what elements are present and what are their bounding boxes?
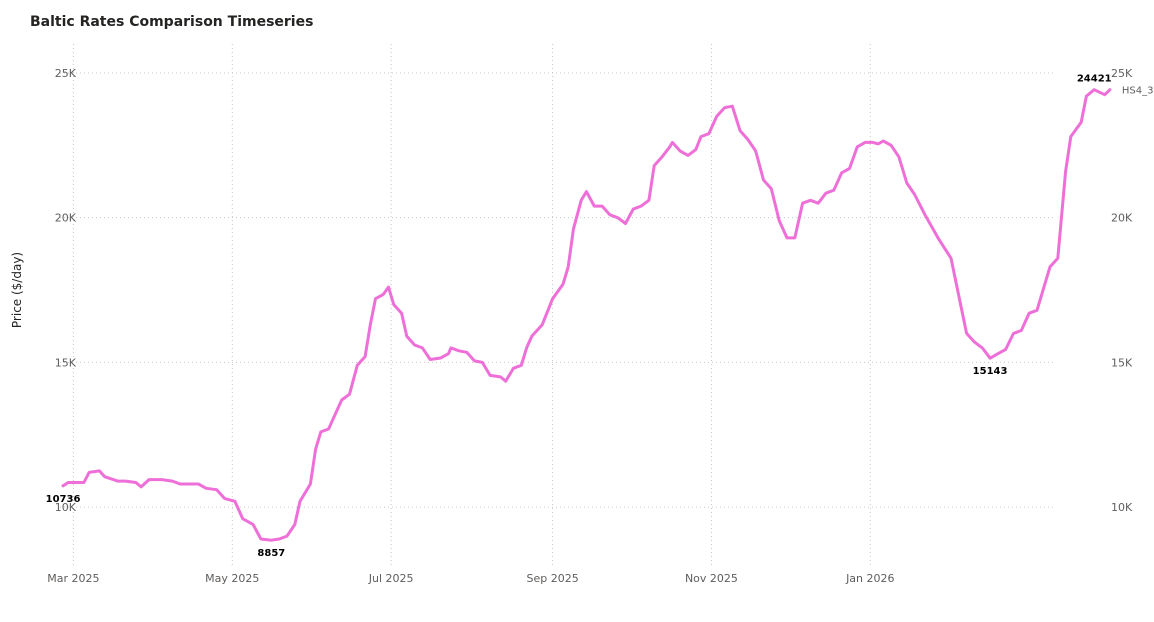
- x-tick-label: Jan 2026: [845, 572, 894, 585]
- y-tick-label-right: 10K: [1111, 501, 1133, 514]
- data-label: 15143: [973, 366, 1008, 377]
- y-axis-label: Price ($/day): [10, 252, 24, 328]
- x-tick-label: Mar 2025: [47, 572, 99, 585]
- x-axis: Mar 2025 May 2025 Jul 2025 Sep 2025 Nov 2025…: [47, 572, 894, 585]
- y-tick-label: 10K: [55, 501, 77, 514]
- data-label: 24421: [1077, 74, 1112, 85]
- x-tick-label: Sep 2025: [526, 572, 578, 585]
- x-tick-label: May 2025: [205, 572, 259, 585]
- y-tick-label-right: 20K: [1111, 212, 1133, 225]
- y-tick-label-right: 15K: [1111, 356, 1133, 369]
- y-tick-label-right: 25K: [1111, 67, 1133, 80]
- y-axis-left: 10K 15K 20K 25K: [55, 67, 77, 514]
- x-tick-label: Nov 2025: [685, 572, 738, 585]
- chart-title: Baltic Rates Comparison Timeseries: [30, 14, 314, 30]
- x-tick-label: Jul 2025: [368, 572, 414, 585]
- data-labels: 10736 8857 15143 24421: [46, 74, 1112, 559]
- series-end-label: HS4_38: [1122, 86, 1154, 97]
- data-label: 8857: [257, 548, 285, 559]
- y-tick-label: 15K: [55, 356, 77, 369]
- series-line: [61, 88, 1112, 542]
- series-layer: HS4_38: [61, 86, 1154, 542]
- gridlines: [60, 44, 1053, 565]
- y-axis-right: 10K 15K 20K 25K: [1111, 67, 1133, 514]
- y-tick-label: 20K: [55, 212, 77, 225]
- y-tick-label: 25K: [55, 67, 77, 80]
- data-label: 10736: [46, 494, 81, 505]
